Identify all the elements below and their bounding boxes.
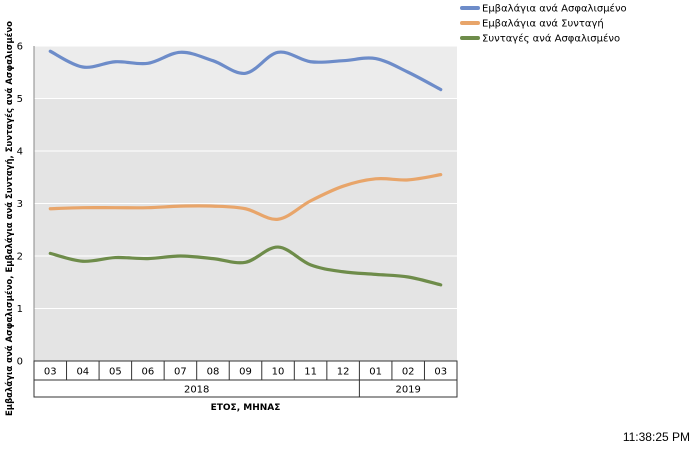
x-tick-label-month: 06	[142, 367, 155, 378]
series-line-1	[48, 49, 443, 92]
x-tick-label-month: 11	[304, 367, 317, 378]
y-tick-label: 1	[17, 304, 23, 315]
status-bar	[0, 425, 694, 449]
x-tick-label-month: 01	[369, 367, 382, 378]
y-tick-label: 3	[17, 199, 23, 210]
x-tick-label-month: 12	[337, 367, 350, 378]
y-tick-label: 6	[17, 42, 23, 53]
y-axis-title: Εμβαλάγια ανά Ασφαλισμένο, Εμβαλάγια ανά…	[4, 21, 15, 416]
x-tick-label-month: 02	[402, 367, 415, 378]
x-tick-label-month: 03	[434, 367, 447, 378]
x-tick-label-month: 08	[207, 367, 220, 378]
x-axis-table: 03 04 05 06 07 08 09 10 11 12 01 02 03 2018 2019	[33, 360, 458, 398]
x-tick-label-month: 09	[239, 367, 252, 378]
legend-label-2: Εμβαλάγια ανά Συνταγή	[482, 18, 604, 30]
chart-area: 0 1 2 3 4 5 6 03 04 05 06 07 08 09 10 11 12 01 02 03 2018 201…	[4, 2, 627, 417]
x-tick-label-month: 10	[272, 367, 285, 378]
x-axis-title: ΕΤΟΣ, ΜΗΝΑΣ	[211, 403, 281, 413]
legend-label-1: Εμβαλάγια ανά Ασφαλισμένο	[482, 3, 627, 15]
x-tick-label-month: 07	[174, 367, 187, 378]
series-line-3	[48, 245, 443, 287]
y-tick-label: 0	[17, 357, 23, 368]
legend-label-3: Συνταγές ανά Ασφαλισμένο	[482, 33, 620, 45]
x-tick-label-month: 05	[109, 367, 122, 378]
x-tick-label-month: 03	[44, 367, 57, 378]
status-time: 11:38:25 PM	[622, 430, 690, 444]
x-tick-label-year: 2018	[184, 385, 209, 396]
x-tick-label-month: 04	[76, 367, 89, 378]
y-tick-label: 4	[17, 147, 23, 158]
y-tick-label: 2	[17, 252, 23, 263]
series-line-2	[48, 173, 443, 221]
x-tick-label-year: 2019	[395, 385, 420, 396]
legend: Εμβαλάγια ανά Ασφαλισμένο Εμβαλάγια ανά Σ…	[460, 3, 627, 45]
x-axis-table-frame	[33, 360, 458, 398]
y-tick-label: 5	[17, 94, 23, 105]
